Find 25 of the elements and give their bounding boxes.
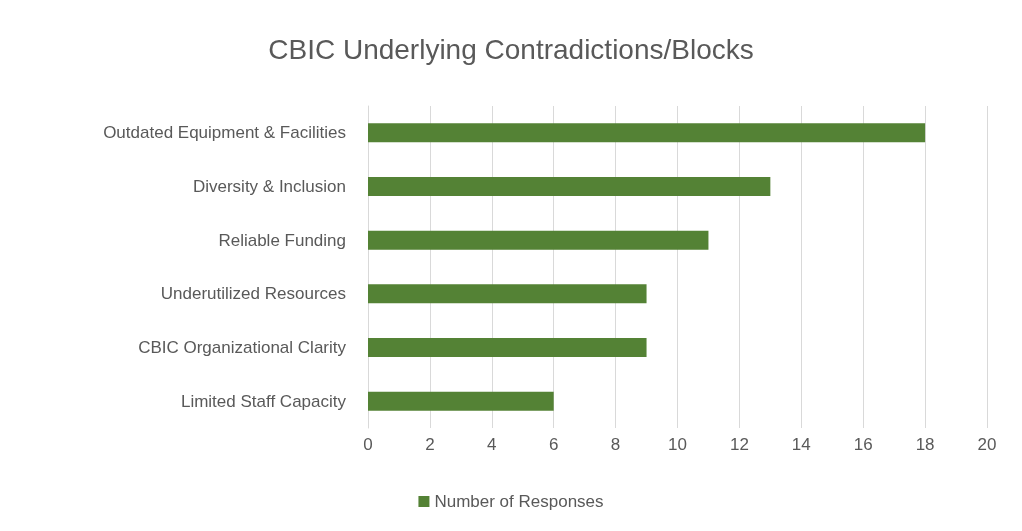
y-tick-label: CBIC Organizational Clarity	[138, 338, 347, 357]
y-tick-label: Limited Staff Capacity	[180, 391, 347, 411]
bar	[368, 284, 647, 304]
bar	[368, 338, 647, 357]
y-tick-label: Underutilized Resources	[160, 284, 346, 304]
bar	[368, 177, 771, 196]
x-tick-label: 20	[977, 435, 997, 454]
x-tick-label: 14	[791, 435, 811, 454]
x-tick-label: 0	[363, 435, 373, 454]
bar	[368, 230, 709, 250]
x-tick-label: 12	[729, 435, 749, 454]
x-tick-label: 10	[668, 435, 687, 454]
x-tick-label: 16	[853, 435, 873, 454]
y-tick-label: Reliable Funding	[218, 230, 346, 250]
y-tick-label: Outdated Equipment & Facilities	[103, 123, 346, 143]
bar	[368, 391, 554, 411]
x-tick-label: 18	[915, 435, 935, 454]
x-tick-label: 2	[425, 435, 435, 454]
chart-title: CBIC Underlying Contradictions/Blocks	[268, 33, 754, 65]
x-tick-label: 6	[548, 435, 559, 454]
legend-label: Number of Responses	[434, 492, 604, 511]
bar	[368, 123, 926, 143]
x-tick-label: 4	[487, 435, 497, 454]
x-tick-label: 8	[610, 435, 621, 454]
y-tick-label: Diversity & Inclusion	[192, 177, 346, 196]
